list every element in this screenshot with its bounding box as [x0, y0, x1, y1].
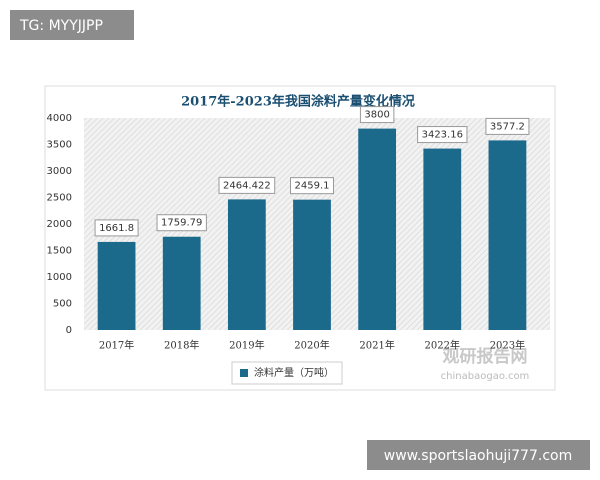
bar	[162, 236, 201, 330]
x-tick-label: 2022年	[425, 339, 460, 352]
data-label: 2459.1	[295, 181, 330, 192]
data-label: 2464.422	[223, 180, 271, 191]
data-label: 3577.2	[490, 121, 525, 132]
watermark-name: 观研报告网	[442, 346, 528, 367]
data-label-box	[417, 126, 468, 144]
tag-box	[10, 10, 134, 40]
data-label-box	[359, 106, 395, 124]
x-tick-label: 2017年	[99, 339, 134, 352]
y-tick-label: 1500	[47, 246, 72, 257]
y-tick-label: 2000	[47, 219, 72, 230]
x-tick-label: 2018年	[164, 339, 199, 352]
y-tick-label: 500	[53, 299, 72, 310]
watermark-url: chinabaogao.com	[441, 371, 530, 382]
data-label: 3423.16	[422, 130, 463, 141]
data-label: 3800	[364, 110, 389, 121]
data-label-box	[218, 176, 276, 194]
chart-title: 2017年-2023年我国涂料产量变化情况	[181, 94, 415, 110]
x-tick-label: 2023年	[490, 339, 525, 352]
legend-swatch	[240, 369, 248, 377]
x-tick-label: 2021年	[359, 339, 394, 352]
data-label: 1661.8	[99, 223, 134, 234]
data-label-box	[156, 214, 207, 232]
data-label-box	[290, 177, 334, 195]
bar	[488, 140, 527, 330]
legend-box	[231, 361, 343, 385]
data-label: 1759.79	[161, 218, 202, 229]
tag-label: TG: MYYJJPP	[19, 18, 103, 34]
y-tick-label: 2500	[47, 193, 72, 204]
data-label-box	[94, 219, 139, 237]
legend-label: 涂料产量（万吨）	[254, 366, 334, 379]
x-tick-label: 2020年	[294, 339, 329, 352]
site-box	[367, 440, 590, 470]
data-label-box	[485, 117, 530, 135]
y-tick-label: 4000	[47, 113, 72, 124]
x-tick-label: 2019年	[229, 339, 264, 352]
y-tick-label: 3500	[47, 140, 72, 151]
y-tick-label: 3000	[47, 166, 72, 177]
y-tick-label: 1000	[47, 272, 72, 283]
bar	[423, 148, 462, 330]
bar	[293, 199, 331, 330]
y-tick-label: 0	[66, 325, 72, 336]
bar	[358, 128, 397, 330]
bar	[227, 199, 266, 330]
site-label: www.sportslaohuji777.com	[384, 448, 572, 464]
bar	[97, 241, 136, 330]
